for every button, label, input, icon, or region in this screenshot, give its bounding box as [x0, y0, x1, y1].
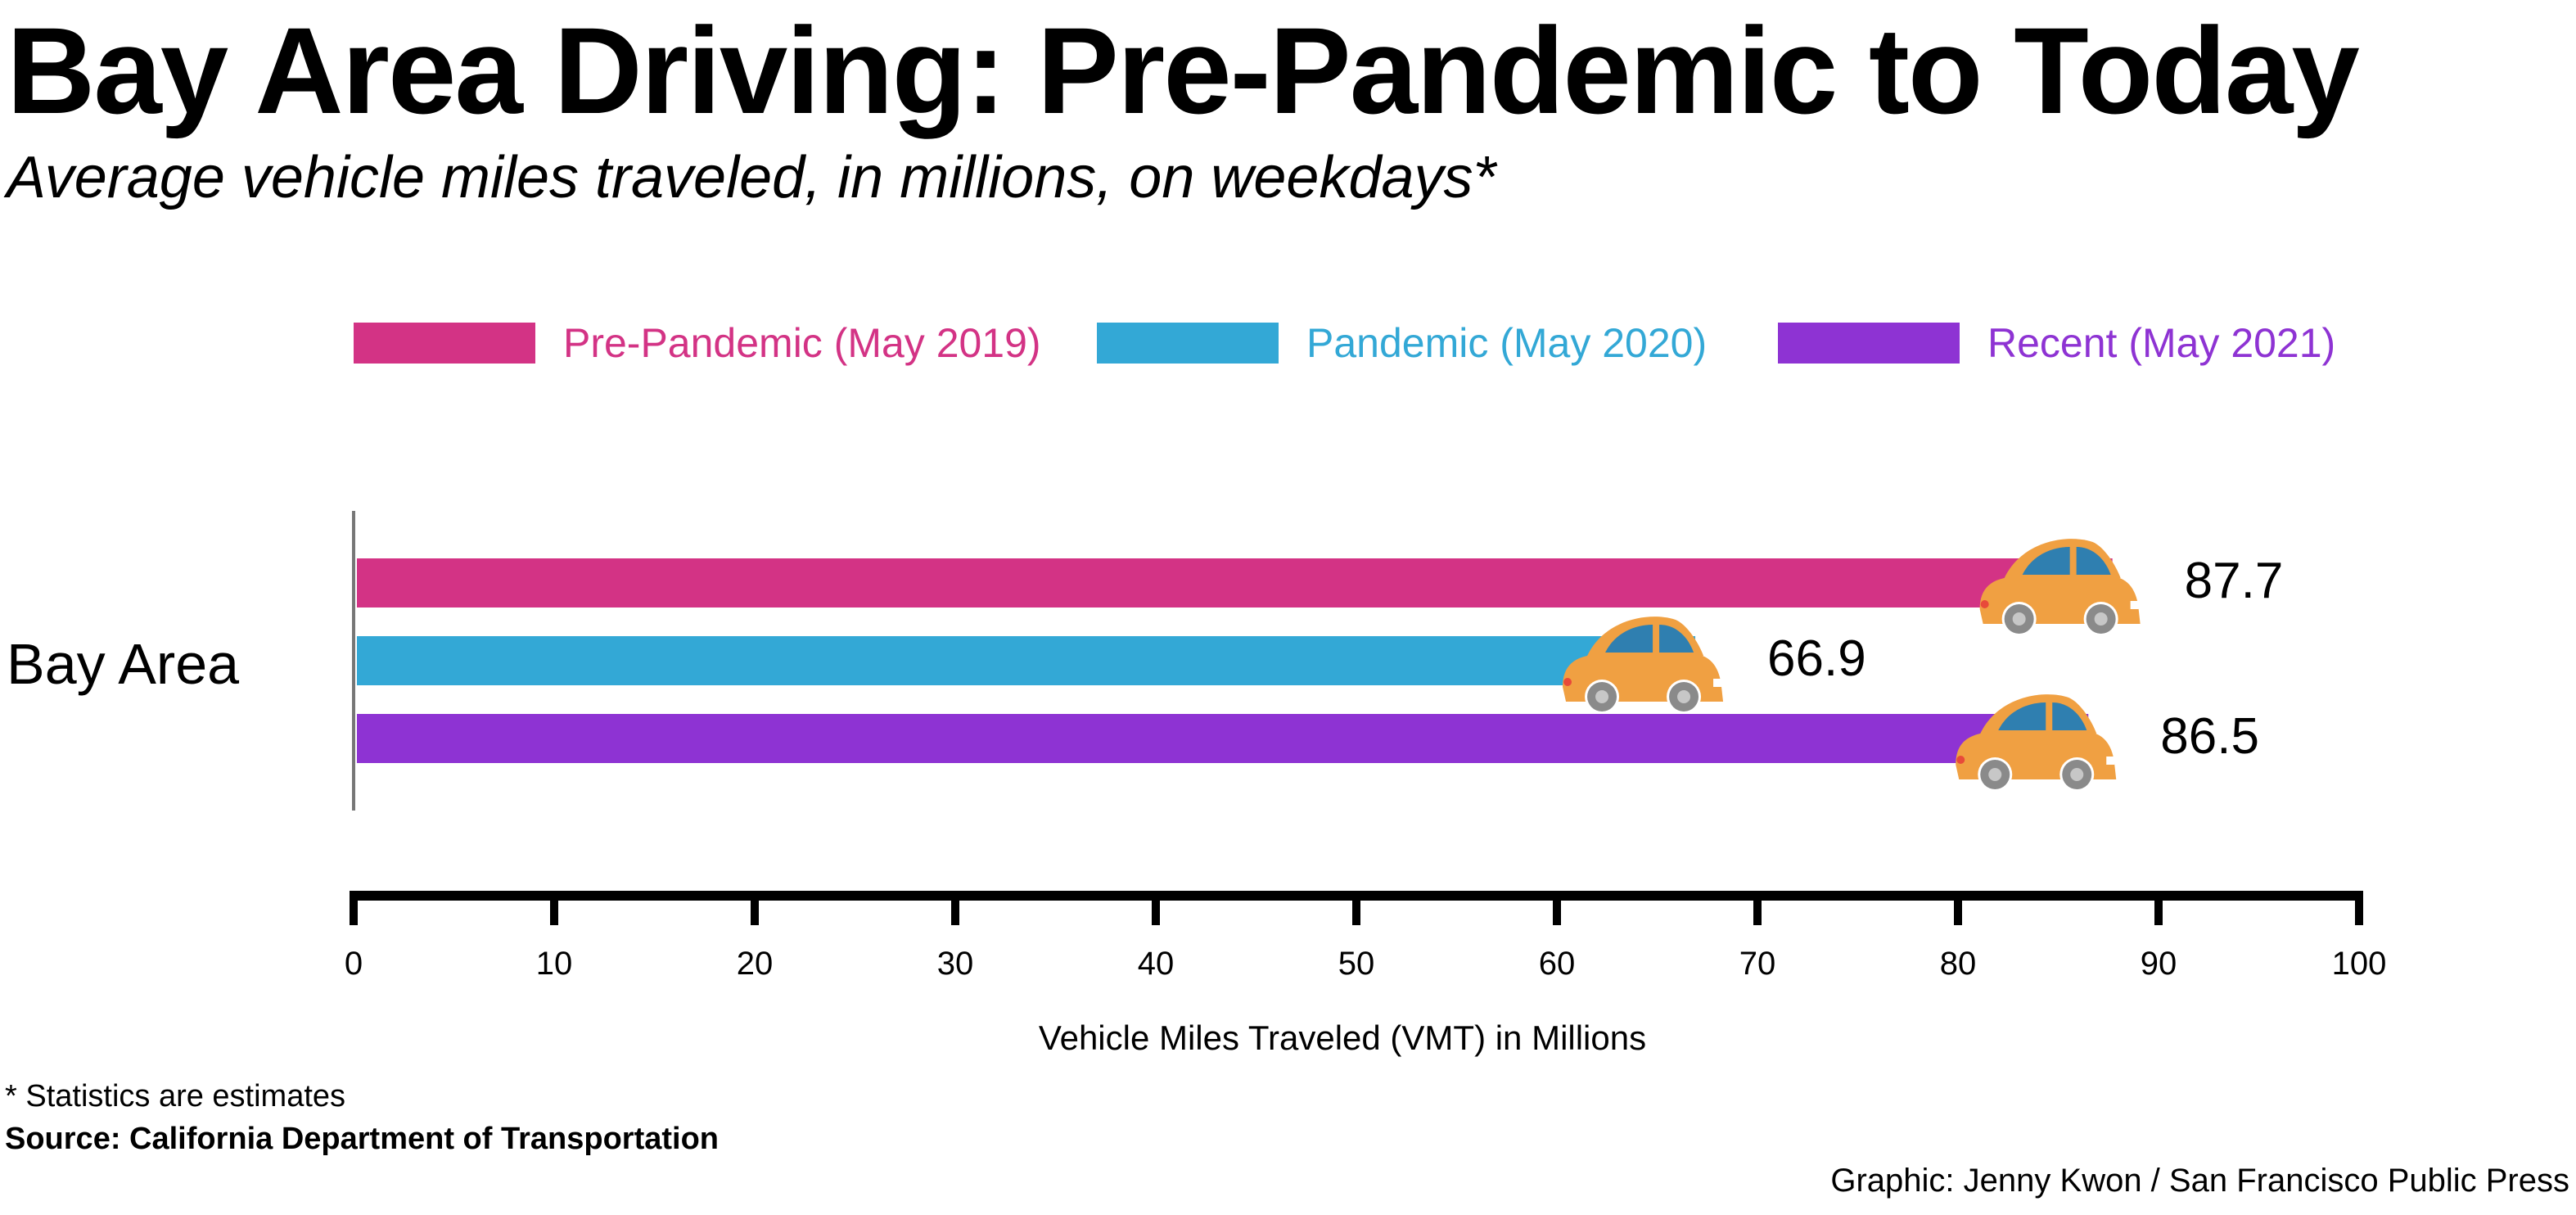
source-note: Source: California Department of Transpo…: [5, 1122, 719, 1156]
x-tick-label: 100: [2332, 946, 2387, 982]
legend-swatch: [354, 323, 535, 364]
data-label: 87.7: [2185, 553, 2284, 609]
x-tick-label: 50: [1338, 946, 1375, 982]
x-tick-label: 0: [345, 946, 363, 982]
x-tick-label: 60: [1539, 946, 1576, 982]
car-icon: [1956, 694, 2117, 792]
legend-label: Recent (May 2021): [1987, 320, 2335, 366]
data-label: 66.9: [1767, 630, 1866, 687]
chart-subtitle: Average vehicle miles traveled, in milli…: [7, 145, 1496, 210]
data-label: 86.5: [2160, 708, 2259, 765]
bar-chart: Pre-Pandemic (May 2019) Pandemic (May 202…: [7, 320, 2387, 1057]
x-tick-label: 70: [1739, 946, 1776, 982]
x-axis-title: Vehicle Miles Traveled (VMT) in Millions: [1039, 1019, 1646, 1057]
x-tick-label: 40: [1138, 946, 1175, 982]
bar-pre-pandemic: [357, 558, 2113, 608]
car-icon: [1563, 617, 1724, 714]
legend-swatch: [1778, 323, 1960, 364]
bar-pandemic: [357, 636, 1696, 685]
category-label: Bay Area: [7, 632, 239, 696]
graphic-credit: Graphic: Jenny Kwon / San Francisco Publ…: [1830, 1163, 2569, 1199]
legend-label: Pre-Pandemic (May 2019): [563, 320, 1041, 366]
legend-item-recent: Recent (May 2021): [1778, 320, 2335, 366]
car-icon: [1979, 539, 2141, 636]
chart-title: Bay Area Driving: Pre-Pandemic to Today: [7, 2, 2360, 139]
legend-item-pre-pandemic: Pre-Pandemic (May 2019): [354, 320, 1041, 366]
legend-label: Pandemic (May 2020): [1306, 320, 1707, 366]
x-tick-label: 90: [2141, 946, 2177, 982]
x-tick-label: 80: [1940, 946, 1977, 982]
x-tick-label: 20: [737, 946, 774, 982]
legend-swatch: [1097, 323, 1279, 364]
x-tick-label: 30: [937, 946, 974, 982]
legend-item-pandemic: Pandemic (May 2020): [1097, 320, 1707, 366]
footnote: * Statistics are estimates: [5, 1079, 346, 1113]
x-tick-label: 10: [536, 946, 573, 982]
bar-recent: [357, 714, 2089, 763]
